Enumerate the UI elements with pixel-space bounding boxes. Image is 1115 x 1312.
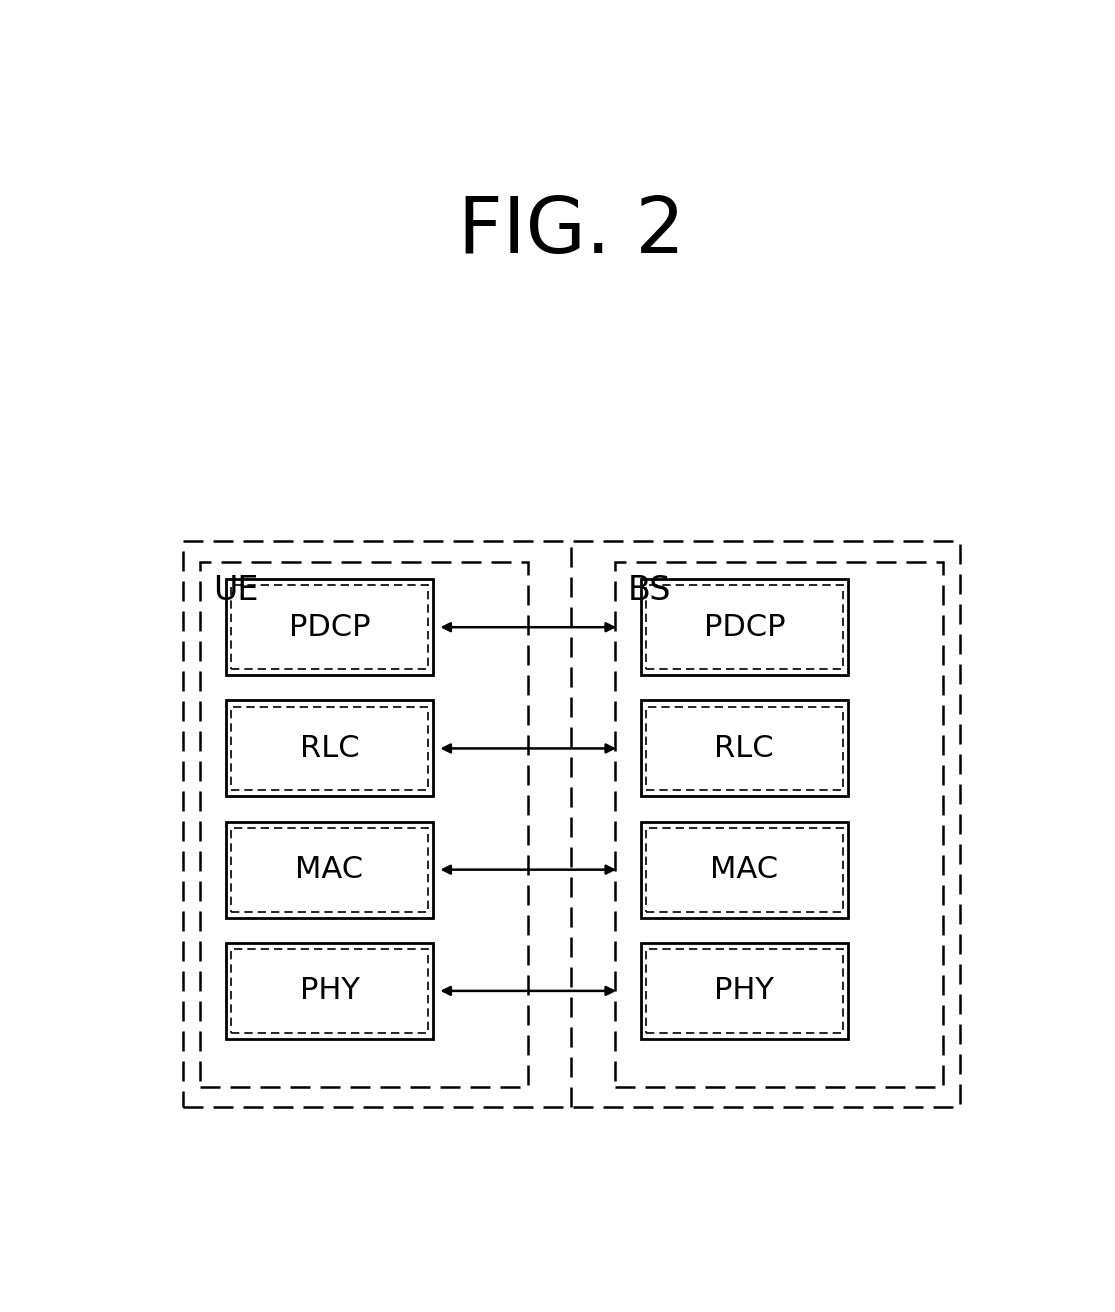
Text: RLC: RLC [715, 733, 774, 764]
Text: PHY: PHY [715, 976, 774, 1005]
Bar [646, 706, 843, 790]
Bar [640, 701, 847, 796]
Text: PDCP: PDCP [704, 613, 785, 642]
Bar [231, 828, 428, 912]
Bar [640, 821, 847, 917]
Bar [225, 701, 433, 796]
Bar [200, 562, 529, 1086]
Bar [225, 821, 433, 917]
Bar [225, 579, 433, 676]
Bar [225, 943, 433, 1039]
Bar [231, 585, 428, 669]
Bar [646, 828, 843, 912]
Text: MAC: MAC [710, 855, 778, 884]
Text: RLC: RLC [300, 733, 359, 764]
Text: FIG. 2: FIG. 2 [458, 193, 685, 269]
Bar [231, 949, 428, 1033]
Bar [646, 949, 843, 1033]
Text: UE: UE [213, 573, 259, 606]
Text: MAC: MAC [295, 855, 363, 884]
Bar [640, 943, 847, 1039]
Text: PDCP: PDCP [289, 613, 370, 642]
Bar [646, 585, 843, 669]
Bar [614, 562, 943, 1086]
Bar [231, 706, 428, 790]
Bar [640, 579, 847, 676]
Bar [183, 542, 960, 1107]
Text: PHY: PHY [300, 976, 359, 1005]
Text: BS: BS [628, 573, 671, 606]
